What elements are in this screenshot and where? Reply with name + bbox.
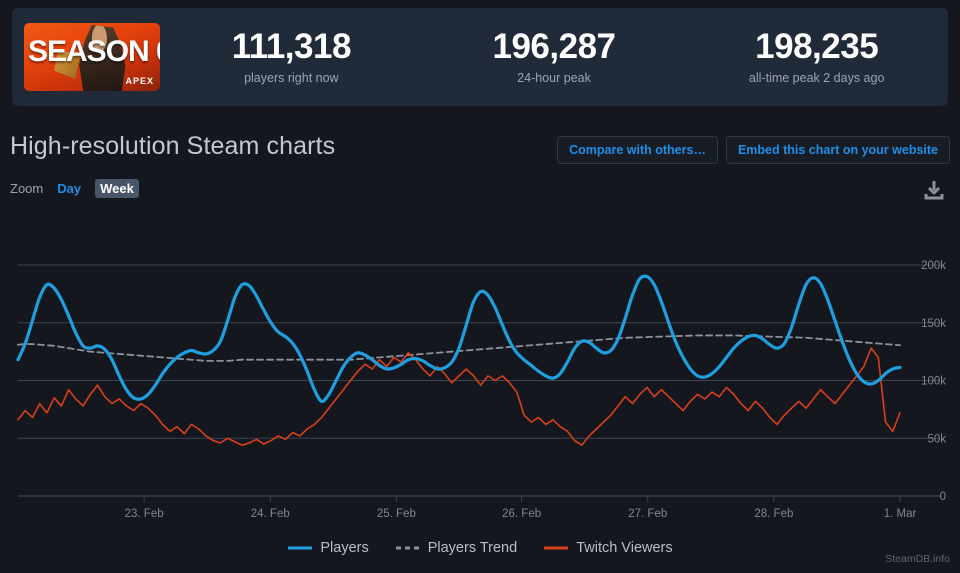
y-axis-tick-label: 200k (921, 260, 946, 272)
stat-all-time-peak: 198,235 all-time peak 2 days ago (685, 27, 948, 85)
banner-season-text: SEASON 08 (28, 35, 160, 68)
x-axis-tick-label: 24. Feb (251, 508, 290, 520)
stat-label: 24-hour peak (517, 70, 591, 85)
y-axis-tick-label: 150k (921, 318, 946, 330)
chart-y-axis-labels: 0 50k 100k 150k 200k (921, 260, 946, 503)
stat-label: players right now (244, 70, 339, 85)
legend-label: Players (320, 540, 369, 556)
banner-brand-text: APEX (125, 76, 154, 86)
embed-chart-button[interactable]: Embed this chart on your website (725, 136, 950, 164)
zoom-label: Zoom (10, 181, 44, 196)
chart-x-axis-labels: 23. Feb 24. Feb 25. Feb 26. Feb 27. Feb 28. F… (125, 496, 917, 520)
x-axis-tick-label: 27. Feb (628, 508, 667, 520)
zoom-option-week[interactable]: Week (95, 179, 139, 198)
chart-series-lines (16, 274, 902, 446)
legend-item-players-trend[interactable]: Players Trend (395, 540, 517, 556)
x-axis-tick-label: 1. Mar (884, 508, 917, 520)
stat-24-hour-peak: 196,287 24-hour peak (423, 27, 686, 85)
chart-action-buttons: Compare with others… Embed this chart on… (557, 136, 950, 164)
chart-svg: 0 50k 100k 150k 200k 23. Feb 24. Feb 25. Feb 26… (16, 260, 946, 520)
legend-item-twitch-viewers[interactable]: Twitch Viewers (543, 540, 673, 556)
series-line-twitch-viewers (17, 347, 901, 446)
stat-value: 111,318 (231, 27, 352, 67)
x-axis-tick-label: 26. Feb (502, 508, 541, 520)
y-axis-tick-label: 100k (921, 376, 946, 388)
stat-label: all-time peak 2 days ago (748, 70, 885, 85)
legend-label: Players Trend (427, 540, 518, 556)
page-title: High-resolution Steam charts (10, 132, 336, 160)
legend-swatch-players-trend (395, 546, 420, 550)
legend-item-players[interactable]: Players (287, 540, 369, 556)
legend-label: Twitch Viewers (576, 540, 673, 556)
y-axis-tick-label: 0 (940, 491, 946, 503)
legend-swatch-twitch-viewers (544, 546, 569, 550)
compare-with-others-button[interactable]: Compare with others… (557, 136, 718, 164)
legend-swatch-players (288, 546, 313, 550)
steam-players-chart[interactable]: 0 50k 100k 150k 200k 23. Feb 24. Feb 25. Feb 26… (0, 210, 960, 525)
stat-players-right-now: 111,318 players right now (160, 27, 423, 85)
y-axis-tick-label: 50k (927, 433, 946, 445)
x-axis-tick-label: 28. Feb (754, 508, 793, 520)
x-axis-tick-label: 23. Feb (125, 508, 164, 520)
game-banner-image[interactable]: SEASON 08 APEX (24, 23, 160, 91)
zoom-option-day[interactable]: Day (57, 181, 82, 196)
chart-legend: Players Players Trend Twitch Viewers (0, 540, 960, 556)
stat-value: 196,287 (492, 27, 616, 67)
zoom-range-controls: Zoom Day Week (10, 179, 139, 198)
chart-gridlines (18, 264, 940, 497)
game-stats-panel: SEASON 08 APEX 111,318 players right now… (12, 8, 948, 106)
x-axis-tick-label: 25. Feb (377, 508, 416, 520)
series-line-players (16, 274, 902, 403)
steamdb-watermark: SteamDB.info (885, 553, 950, 565)
stat-value: 198,235 (755, 27, 879, 67)
download-icon[interactable] (922, 178, 946, 207)
